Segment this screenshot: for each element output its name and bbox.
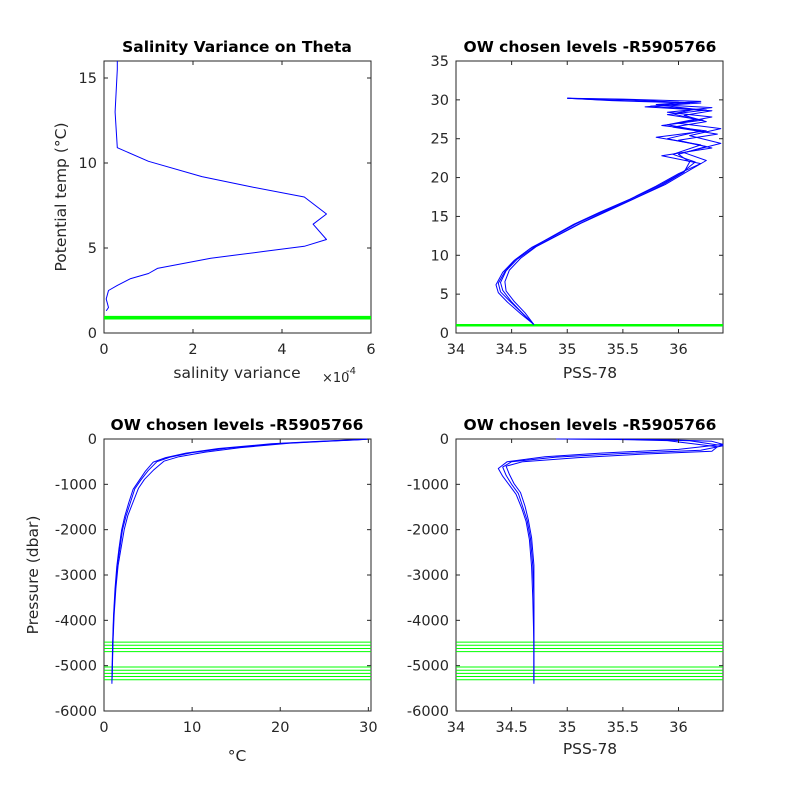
y-tick-labels: 0 5 10 15 <box>79 71 97 342</box>
x-axis-label: PSS-78 <box>563 364 617 382</box>
profile-line <box>111 438 371 682</box>
y-axis-label: Pressure (dbar) <box>24 516 42 635</box>
y-tick-labels: -6000 -5000 -4000 -3000 -2000 -1000 0 <box>55 432 97 720</box>
x-tick-label: 2 <box>188 342 197 358</box>
plot-frame <box>455 60 724 334</box>
y-tick-label: 15 <box>431 209 449 225</box>
x-tick-labels: 0 10 20 30 <box>99 720 377 736</box>
x-tick-label: 35 <box>558 720 576 736</box>
tick-marks <box>455 438 723 712</box>
y-tick-label: -5000 <box>407 659 449 675</box>
profile-line <box>105 61 327 312</box>
x-tick-label: 36 <box>669 342 687 358</box>
x-tick-label: 36 <box>669 720 687 736</box>
chart-title: OW chosen levels -R5905766 <box>111 416 364 434</box>
panel-salinity-vs-pressure: 34 34.5 35 35.5 36 -6000 -5000 -4000 -3000 -2000… <box>407 416 724 758</box>
profile-lines <box>495 97 722 325</box>
profile-line <box>111 438 371 680</box>
y-tick-label: 35 <box>431 54 449 70</box>
y-tick-label: 5 <box>88 241 97 257</box>
x-tick-label: 6 <box>366 342 375 358</box>
x-tick-labels: 0 2 4 6 <box>99 342 375 358</box>
panel-temperature-vs-pressure: 0 10 20 30 -6000 -5000 -4000 -3000 -2000 -1000 0 … <box>24 416 378 765</box>
profile-line <box>497 97 707 325</box>
profile-line <box>502 438 724 684</box>
chosen-levels <box>104 315 371 320</box>
x-tick-label: 30 <box>359 720 377 736</box>
y-tick-label: 5 <box>440 287 449 303</box>
profile-lines <box>497 438 724 684</box>
y-tick-label: 0 <box>88 432 97 448</box>
x-tick-label: 35.5 <box>607 342 639 358</box>
y-tick-label: -1000 <box>407 477 449 493</box>
y-tick-label: 10 <box>431 248 449 264</box>
panel-salinity-vs-theta: 34 34.5 35 35.5 36 0 5 10 15 20 25 30 35 OW chosen … <box>431 38 724 382</box>
chosen-levels <box>104 641 371 681</box>
x-axis-label: °C <box>228 747 247 765</box>
x-tick-label: 0 <box>99 342 108 358</box>
y-tick-label: 30 <box>431 93 449 109</box>
profile-line <box>495 97 718 325</box>
x-axis-label: salinity variance <box>173 364 300 382</box>
y-tick-label: -4000 <box>55 613 97 629</box>
y-tick-label: -3000 <box>55 568 97 584</box>
profile-line <box>505 438 718 680</box>
x-tick-label: 0 <box>99 720 108 736</box>
plot-frame <box>103 60 372 334</box>
y-tick-label: 0 <box>440 432 449 448</box>
tick-marks <box>455 60 723 334</box>
y-tick-label: 10 <box>79 156 97 172</box>
y-axis-label: Potential temp (°C) <box>52 123 70 272</box>
y-tick-label: -1000 <box>55 477 97 493</box>
x-tick-label: 10 <box>183 720 201 736</box>
chart-title: OW chosen levels -R5905766 <box>464 416 717 434</box>
x-tick-labels: 34 34.5 35 35.5 36 <box>447 720 688 736</box>
chart-title: Salinity Variance on Theta <box>122 38 352 56</box>
profile-lines <box>105 61 327 312</box>
x-tick-label: 34.5 <box>495 342 527 358</box>
plot-frame <box>103 438 372 712</box>
x-tick-label: 35 <box>558 342 576 358</box>
y-tick-label: 25 <box>431 132 449 148</box>
profile-line <box>500 97 707 325</box>
profile-lines <box>111 438 371 684</box>
y-tick-label: -6000 <box>407 704 449 720</box>
tick-marks <box>103 61 372 334</box>
x-tick-label: 34.5 <box>495 720 527 736</box>
y-tick-label: 15 <box>79 71 97 87</box>
chosen-levels <box>456 641 723 681</box>
profile-line <box>497 438 724 682</box>
x-tick-label: 34 <box>447 720 465 736</box>
x-tick-label: 34 <box>447 342 465 358</box>
y-tick-label: -3000 <box>407 568 449 584</box>
y-tick-labels: -6000 -5000 -4000 -3000 -2000 -1000 0 <box>407 432 449 720</box>
tick-marks <box>103 438 371 712</box>
y-tick-label: -5000 <box>55 659 97 675</box>
y-tick-label: 0 <box>88 326 97 342</box>
x-axis-label: PSS-78 <box>563 740 617 758</box>
x-axis-exponent-base: ×10 <box>322 371 349 386</box>
chart-title: OW chosen levels -R5905766 <box>464 38 717 56</box>
y-tick-label: -4000 <box>407 613 449 629</box>
x-tick-label: 35.5 <box>607 720 639 736</box>
x-axis-exponent-power: -4 <box>346 366 356 377</box>
panel-salinity-variance: 0 2 4 6 0 5 10 15 Salinity Variance on Theta s… <box>52 38 376 386</box>
y-tick-label: -2000 <box>55 523 97 539</box>
y-tick-label: 0 <box>440 326 449 342</box>
x-tick-labels: 34 34.5 35 35.5 36 <box>447 342 688 358</box>
y-tick-labels: 0 5 10 15 20 25 30 35 <box>431 54 449 342</box>
x-tick-label: 20 <box>271 720 289 736</box>
x-tick-label: 4 <box>277 342 286 358</box>
y-tick-label: 20 <box>431 171 449 187</box>
y-tick-label: -6000 <box>55 704 97 720</box>
y-tick-label: -2000 <box>407 523 449 539</box>
